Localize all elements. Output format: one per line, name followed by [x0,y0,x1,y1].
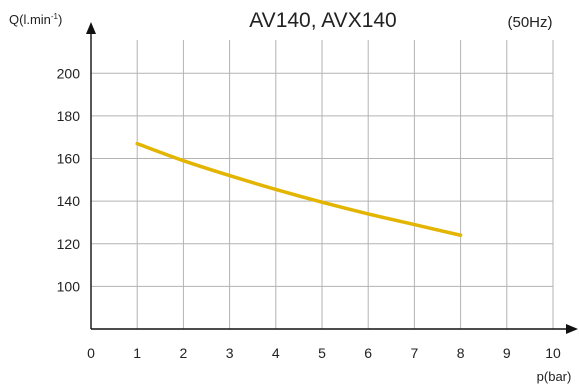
y-axis-label-close: ) [58,12,62,27]
x-tick-label-2: 2 [180,345,188,361]
x-tick-label-3: 3 [226,345,234,361]
series-layer [135,141,463,237]
grid [91,40,554,329]
y-tick-label-100: 100 [57,278,81,294]
y-axis-label-sup: -1 [51,12,59,21]
y-tick-label-140: 140 [57,193,81,209]
axes [86,22,578,334]
x-tick-label-4: 4 [272,345,280,361]
x-tick-label-6: 6 [364,345,372,361]
y-tick-label-180: 180 [57,108,81,124]
x-tick-label-5: 5 [318,345,326,361]
y-axis-label-main: Q(l.min [9,12,51,27]
x-tick-label-9: 9 [503,345,511,361]
y-axis-arrow-icon [86,22,96,34]
y-tick-label-200: 200 [57,65,81,81]
y-tick-label-160: 160 [57,151,81,167]
x-axis-label: p(bar) [537,369,572,384]
x-tick-label-10: 10 [545,345,561,361]
x-tick-label-8: 8 [457,345,465,361]
x-axis-arrow-icon [566,324,578,334]
chart-title: AV140, AVX140 [249,9,397,32]
x-tick-label-7: 7 [411,345,419,361]
tick-labels: 0 1 2 3 4 5 6 7 8 9 10 100 120 140 160 180 200 [57,65,561,361]
y-tick-label-120: 120 [57,236,81,252]
y-axis-label: Q(l.min-1) [9,12,62,27]
frequency-annotation: (50Hz) [507,14,552,31]
series-line-0 [135,141,463,237]
x-tick-label-0: 0 [87,345,95,361]
x-tick-label-1: 1 [133,345,141,361]
